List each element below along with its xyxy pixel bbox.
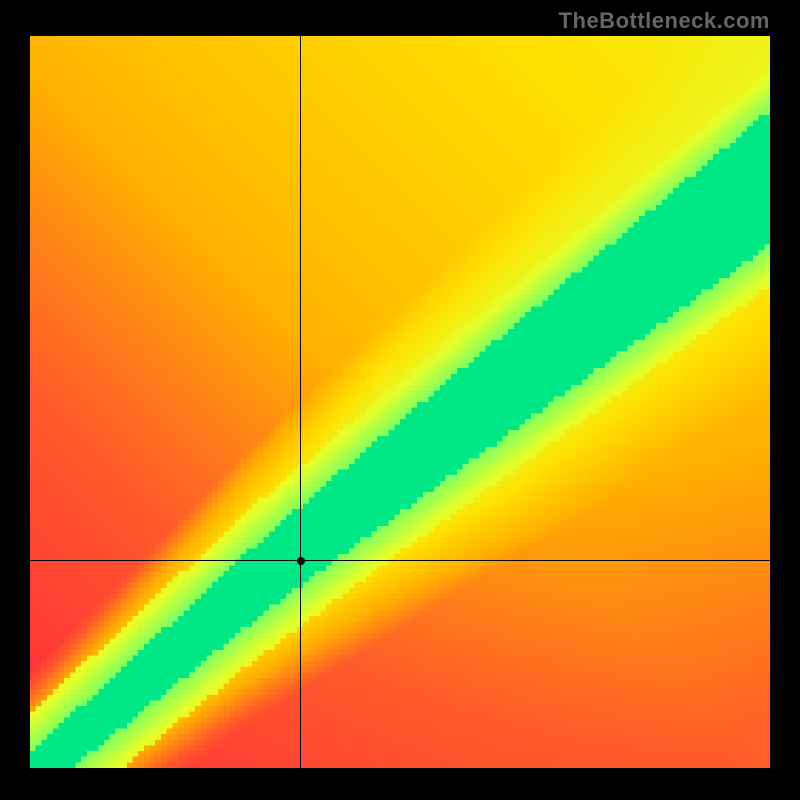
heatmap-canvas: [30, 36, 770, 768]
chart-container: TheBottleneck.com: [0, 0, 800, 800]
crosshair-vertical: [300, 36, 301, 768]
crosshair-marker-dot: [297, 557, 305, 565]
crosshair-horizontal: [30, 560, 770, 561]
watermark-text: TheBottleneck.com: [559, 8, 770, 34]
